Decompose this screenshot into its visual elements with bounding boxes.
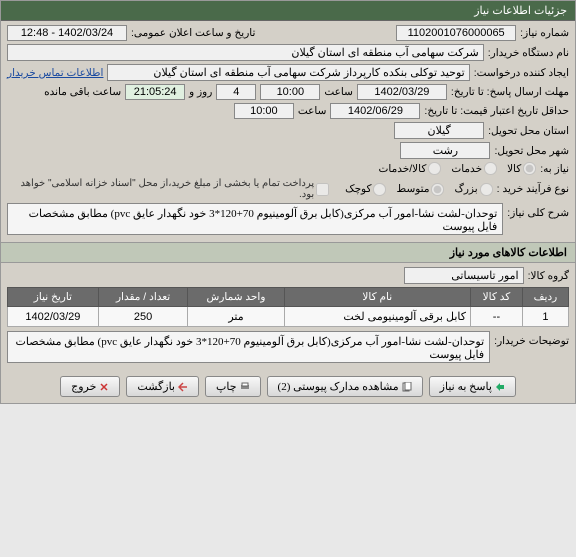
desc-label: شرح کلی نیاز: bbox=[507, 203, 569, 219]
deadline-label: مهلت ارسال پاسخ: تا تاریخ: bbox=[451, 86, 569, 98]
exit-button[interactable]: خروج bbox=[60, 376, 120, 397]
group-label: گروه کالا: bbox=[528, 270, 569, 282]
radio-medium[interactable]: متوسط bbox=[396, 183, 444, 196]
cell-row: 1 bbox=[522, 307, 568, 327]
back-icon bbox=[178, 382, 188, 392]
print-icon bbox=[240, 382, 250, 392]
th-unit: واحد شمارش bbox=[188, 288, 284, 307]
radio-small[interactable]: کوچک bbox=[345, 183, 386, 196]
validity-label: حداقل تاریخ اعتبار قیمت: تا تاریخ: bbox=[424, 105, 569, 117]
requester-label: ایجاد کننده درخواست: bbox=[474, 67, 569, 79]
buyer-notes-label: توضیحات خریدار: bbox=[494, 331, 569, 347]
deadline-date: 1402/03/29 bbox=[357, 84, 447, 100]
remaining-label: ساعت باقی مانده bbox=[44, 86, 121, 98]
buyer-notes-textarea bbox=[7, 331, 490, 363]
panel-title: جزئیات اطلاعات نیاز bbox=[1, 1, 575, 21]
items-body: گروه کالا: امور تاسیساتی ردیف کد کالا نا… bbox=[1, 263, 575, 370]
days-count: 4 bbox=[216, 84, 256, 100]
city-label: شهر محل تحویل: bbox=[494, 145, 569, 157]
cell-code: -- bbox=[471, 307, 523, 327]
radio-large[interactable]: بزرگ bbox=[454, 183, 492, 196]
table-row: 1 -- کابل برقی آلومینیومی لخت متر 250 14… bbox=[8, 307, 569, 327]
payment-note-check: پرداخت تمام یا بخشی از مبلغ خرید،از محل … bbox=[7, 178, 329, 200]
validity-date: 1402/06/29 bbox=[330, 103, 420, 119]
cell-unit: متر bbox=[188, 307, 284, 327]
th-name: نام کالا bbox=[284, 288, 470, 307]
print-button[interactable]: چاپ bbox=[205, 376, 261, 397]
main-panel: جزئیات اطلاعات نیاز شماره نیاز: 11020010… bbox=[0, 0, 576, 404]
form-body: شماره نیاز: 1102001076000065 تاریخ و ساع… bbox=[1, 21, 575, 242]
radio-both[interactable]: کالا/خدمات bbox=[379, 162, 442, 175]
th-code: کد کالا bbox=[471, 288, 523, 307]
announce-label: تاریخ و ساعت اعلان عمومی: bbox=[131, 27, 255, 39]
validity-time: 10:00 bbox=[234, 103, 294, 119]
desc-textarea bbox=[7, 203, 503, 235]
items-table: ردیف کد کالا نام کالا واحد شمارش تعداد /… bbox=[7, 287, 569, 327]
attachment-icon bbox=[402, 382, 412, 392]
respond-button[interactable]: پاسخ به نیاز bbox=[429, 376, 516, 397]
need-number-field: 1102001076000065 bbox=[396, 25, 516, 41]
announce-field: 1402/03/24 - 12:48 bbox=[7, 25, 127, 41]
need-number-label: شماره نیاز: bbox=[520, 27, 569, 39]
back-button[interactable]: بازگشت bbox=[126, 376, 199, 397]
th-date: تاریخ نیاز bbox=[8, 288, 99, 307]
time-label-2: ساعت bbox=[298, 105, 327, 117]
th-qty: تعداد / مقدار bbox=[98, 288, 188, 307]
need-type-group: کالا خدمات کالا/خدمات bbox=[379, 162, 537, 175]
table-header-row: ردیف کد کالا نام کالا واحد شمارش تعداد /… bbox=[8, 288, 569, 307]
radio-kala[interactable]: کالا bbox=[507, 162, 536, 175]
buyer-name-field: شرکت سهامی آب منطقه ای استان گیلان bbox=[7, 44, 484, 61]
province-field: گیلان bbox=[394, 122, 484, 139]
requester-field: توحید توکلی بنکده کارپرداز شرکت سهامی آب… bbox=[107, 64, 469, 81]
items-header: اطلاعات کالاهای مورد نیاز bbox=[1, 242, 575, 263]
purchase-type-label: نوع فرآیند خرید : bbox=[497, 183, 569, 195]
time-label-1: ساعت bbox=[324, 86, 353, 98]
exit-icon bbox=[99, 382, 109, 392]
province-label: استان محل تحویل: bbox=[488, 125, 569, 137]
remaining-time: 21:05:24 bbox=[125, 84, 185, 100]
payment-checkbox bbox=[316, 183, 329, 196]
attachments-button[interactable]: مشاهده مدارک پیوستی (2) bbox=[267, 376, 423, 397]
purchase-type-group: بزرگ متوسط کوچک bbox=[345, 183, 492, 196]
deadline-time: 10:00 bbox=[260, 84, 320, 100]
group-field: امور تاسیساتی bbox=[404, 267, 524, 284]
need-type-label: نیاز به: bbox=[540, 163, 569, 175]
th-row: ردیف bbox=[522, 288, 568, 307]
button-bar: پاسخ به نیاز مشاهده مدارک پیوستی (2) چاپ… bbox=[1, 370, 575, 403]
city-field: رشت bbox=[400, 142, 490, 159]
cell-date: 1402/03/29 bbox=[8, 307, 99, 327]
radio-khadamat[interactable]: خدمات bbox=[451, 162, 497, 175]
cell-name: کابل برقی آلومینیومی لخت bbox=[284, 307, 470, 327]
days-label: روز و bbox=[189, 86, 212, 98]
reply-icon bbox=[495, 382, 505, 392]
buyer-name-label: نام دستگاه خریدار: bbox=[488, 47, 569, 59]
cell-qty: 250 bbox=[98, 307, 188, 327]
contact-link[interactable]: اطلاعات تماس خریدار bbox=[7, 67, 103, 79]
